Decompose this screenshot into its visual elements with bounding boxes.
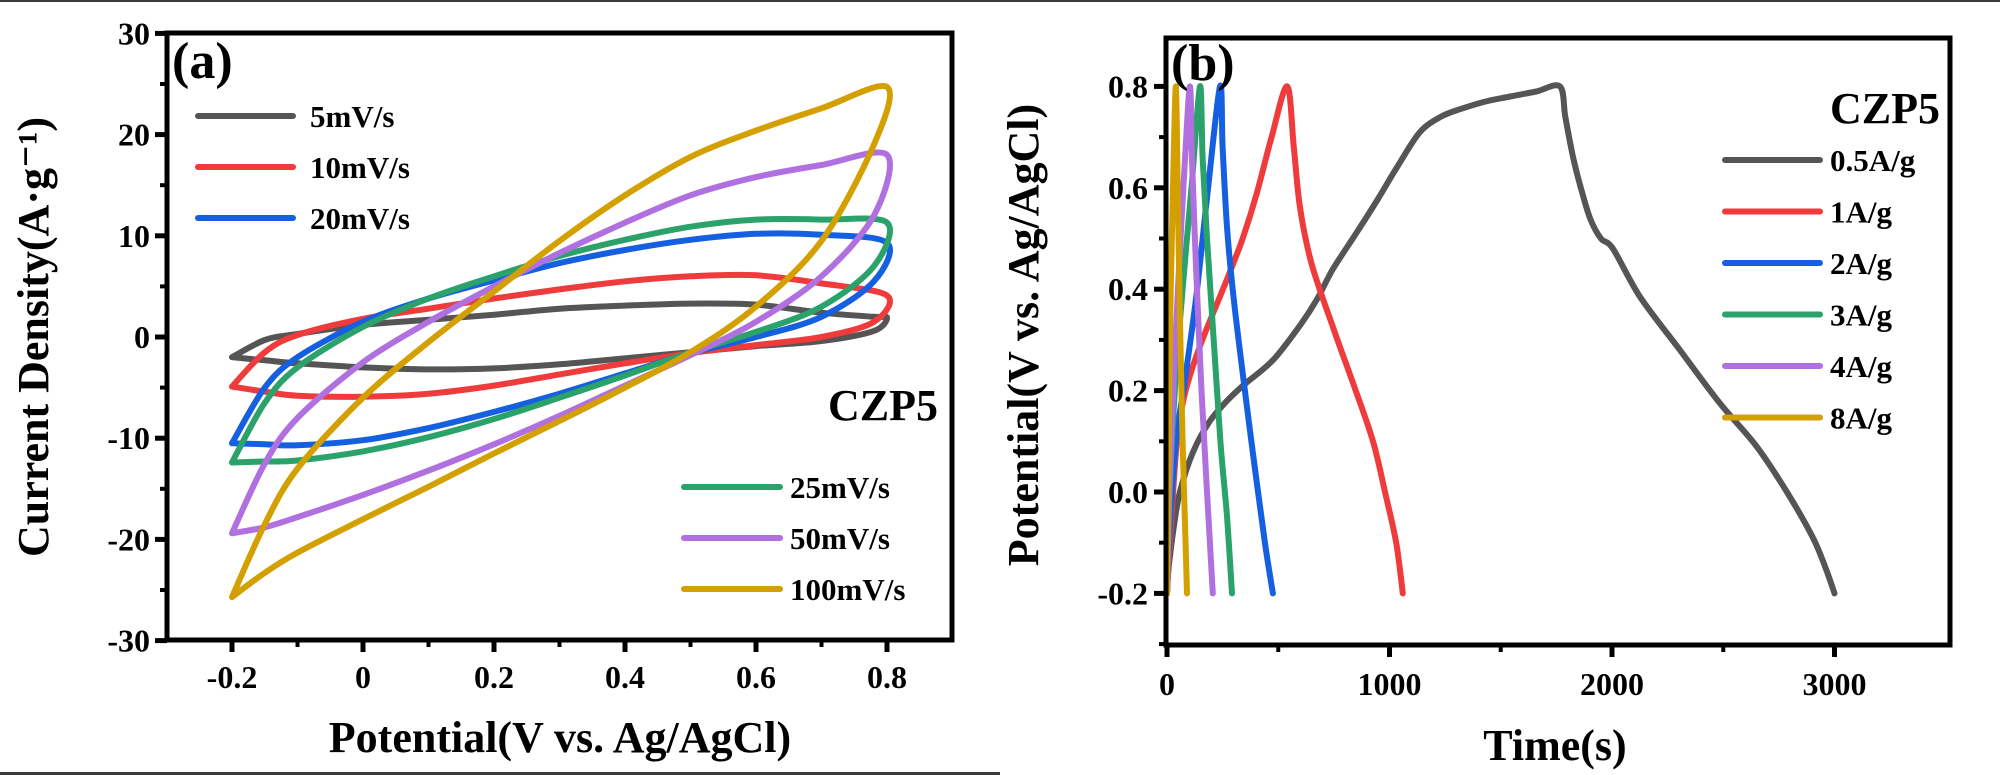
series-line-0-5ag <box>1166 82 1838 597</box>
series-line-25mvs <box>229 215 893 466</box>
x-tick-label: 3000 <box>1803 666 1867 702</box>
top-border-left <box>0 0 1000 2</box>
y-tick-label: 0.6 <box>1108 170 1148 206</box>
y-tick-label: -10 <box>107 420 150 456</box>
top-border-right <box>1000 0 2000 2</box>
series-group <box>229 82 893 601</box>
legend-label: 8A/g <box>1830 401 1893 436</box>
y-tick-label: 0.0 <box>1108 474 1148 510</box>
y-tick-label: 0.2 <box>1108 373 1148 409</box>
x-tick-label: -0.2 <box>207 659 258 695</box>
series-line-8ag <box>1166 83 1190 597</box>
y-axis-title: Current Density(A·g⁻¹) <box>9 117 58 557</box>
legend-label: 100mV/s <box>790 572 905 607</box>
y-tick-label: -30 <box>107 623 150 659</box>
x-axis-title: Potential(V vs. Ag/AgCl) <box>329 713 791 762</box>
y-tick-label: 30 <box>118 15 150 51</box>
legend-label: 25mV/s <box>790 470 890 505</box>
y-tick-label: -20 <box>107 521 150 557</box>
panel-b-gcd-chart: 0 1000 2000 3000 -0.2 0.0 0.2 0.4 0.6 0.8 Time(s) P… <box>999 35 1953 770</box>
x-tick-label: 0.4 <box>605 659 645 695</box>
x-axis-title: Time(s) <box>1483 721 1626 770</box>
x-tick-label: 1000 <box>1358 666 1422 702</box>
panel-label: (b) <box>1171 35 1235 92</box>
legend: 0.5A/g 1A/g 2A/g 3A/g 4A/g 8A/g <box>1722 143 1916 436</box>
legend-label: 0.5A/g <box>1830 143 1916 178</box>
series-line-2ag <box>1166 82 1276 597</box>
bottom-border-left <box>0 772 1000 775</box>
series-line-50mvs <box>229 149 893 537</box>
panel-label: (a) <box>172 33 233 90</box>
y-tick-label: 0.4 <box>1108 271 1148 307</box>
legend-label: 1A/g <box>1830 195 1893 230</box>
sample-label: CZP5 <box>828 381 938 430</box>
y-tick-label: 20 <box>118 117 150 153</box>
y-tick-label: -0.2 <box>1097 575 1148 611</box>
x-tick-label: 0 <box>355 659 371 695</box>
series-line-4ag <box>1166 83 1216 597</box>
legend-label: 5mV/s <box>310 99 394 134</box>
x-tick-label: 0.6 <box>736 659 776 695</box>
y-tick-label: 0.8 <box>1108 68 1148 104</box>
series-line-10mvs <box>229 271 893 400</box>
panel-a-cv-chart: -0.2 0 0.2 0.4 0.6 0.8 -30 -20 -10 0 10 20 30 Potenti… <box>9 15 955 762</box>
y-tick-label: 0 <box>134 319 150 355</box>
x-tick-label: 0 <box>1159 666 1175 702</box>
series-group <box>1166 82 1838 597</box>
x-tick-label: 2000 <box>1580 666 1644 702</box>
sample-label: CZP5 <box>1830 84 1940 133</box>
legend: 5mV/s 10mV/s 20mV/s 25mV/s 50mV/s 100mV/s <box>195 99 905 607</box>
legend-label: 4A/g <box>1830 349 1893 384</box>
legend-label: 10mV/s <box>310 150 410 185</box>
y-axis-title: Potential(V vs. Ag/AgCl) <box>999 104 1048 566</box>
legend-label: 20mV/s <box>310 201 410 236</box>
x-tick-label: 0.8 <box>867 659 907 695</box>
legend-label: 2A/g <box>1830 246 1893 281</box>
y-tick-label: 10 <box>118 218 150 254</box>
x-tick-label: 0.2 <box>474 659 514 695</box>
legend-label: 3A/g <box>1830 298 1893 333</box>
series-line-100mvs <box>229 82 893 601</box>
legend-label: 50mV/s <box>790 521 890 556</box>
